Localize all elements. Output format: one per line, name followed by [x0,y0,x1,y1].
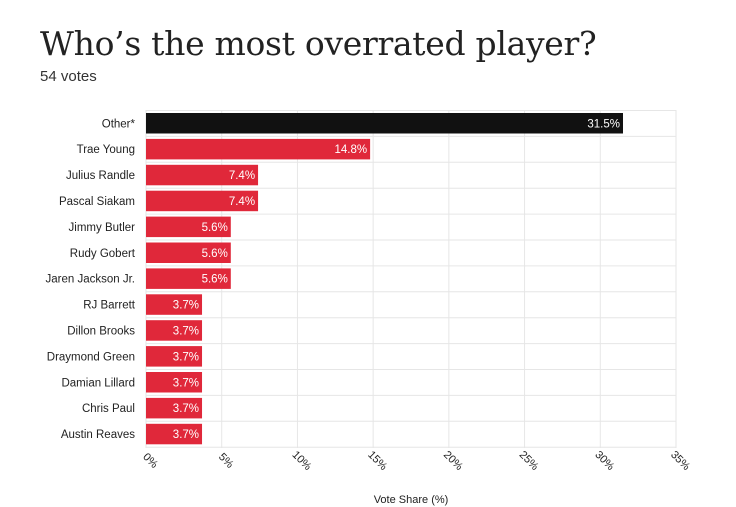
bar [146,372,203,393]
vote-count: 54 votes [40,68,97,85]
x-axis-title: Vote Share (%) [374,494,449,506]
value-label: 7.4% [229,196,255,208]
category-label: Dillon Brooks [67,325,135,337]
bar [146,346,203,367]
x-tick-labels: 0% 5% 10% 15% 20% 25% 30% 35% [140,449,692,473]
value-labels: 31.5% 14.8% 7.4% 7.4% 5.6% 5.6% 5.6% 3.7% 3.7% 3.… [173,118,620,441]
value-label: 3.7% [173,377,199,389]
category-label: Chris Paul [82,403,135,415]
category-label: Other* [102,118,136,130]
x-tick-label: 35% [668,449,692,473]
value-label: 3.7% [173,300,199,312]
value-label: 31.5% [587,118,620,130]
bar [146,320,203,341]
category-label: Pascal Siakam [59,196,135,208]
x-tick-label: 10% [290,449,314,473]
bar [146,216,231,238]
x-tick-label: 15% [365,449,389,473]
category-labels: Other* Trae Young Julius Randle Pascal Siak… [46,118,136,441]
category-label: Rudy Gobert [70,248,136,260]
x-tick-label: 0% [140,451,160,471]
category-label: Jimmy Butler [69,222,136,234]
value-label: 5.6% [202,248,228,260]
bar [146,242,231,263]
value-label: 3.7% [173,325,199,337]
category-label: Julius Randle [66,170,135,182]
value-label: 5.6% [202,274,228,286]
x-tick-label: 20% [441,449,465,473]
category-label: Draymond Green [47,351,135,363]
value-label: 5.6% [202,222,228,234]
category-label: Jaren Jackson Jr. [46,274,135,286]
bar [146,268,231,289]
value-label: 7.4% [229,170,255,182]
bar [146,294,203,315]
value-label: 3.7% [173,351,199,363]
bar [146,113,623,134]
category-label: Austin Reaves [61,429,135,441]
category-label: Damian Lillard [61,377,135,389]
value-label: 3.7% [173,403,199,415]
gridlines [145,110,677,448]
bar [146,190,259,212]
value-label: 14.8% [335,144,368,156]
bars [146,113,623,445]
bar [146,397,203,419]
x-tick-label: 5% [216,451,236,471]
value-label: 3.7% [173,429,199,441]
category-label: RJ Barrett [83,300,136,312]
bar [146,138,371,160]
x-tick-label: 30% [592,449,616,473]
bar [146,423,203,445]
chart-title: Who’s the most overrated player? [40,24,597,63]
bar [146,164,259,186]
x-tick-label: 25% [517,449,541,473]
category-label: Trae Young [77,144,135,156]
